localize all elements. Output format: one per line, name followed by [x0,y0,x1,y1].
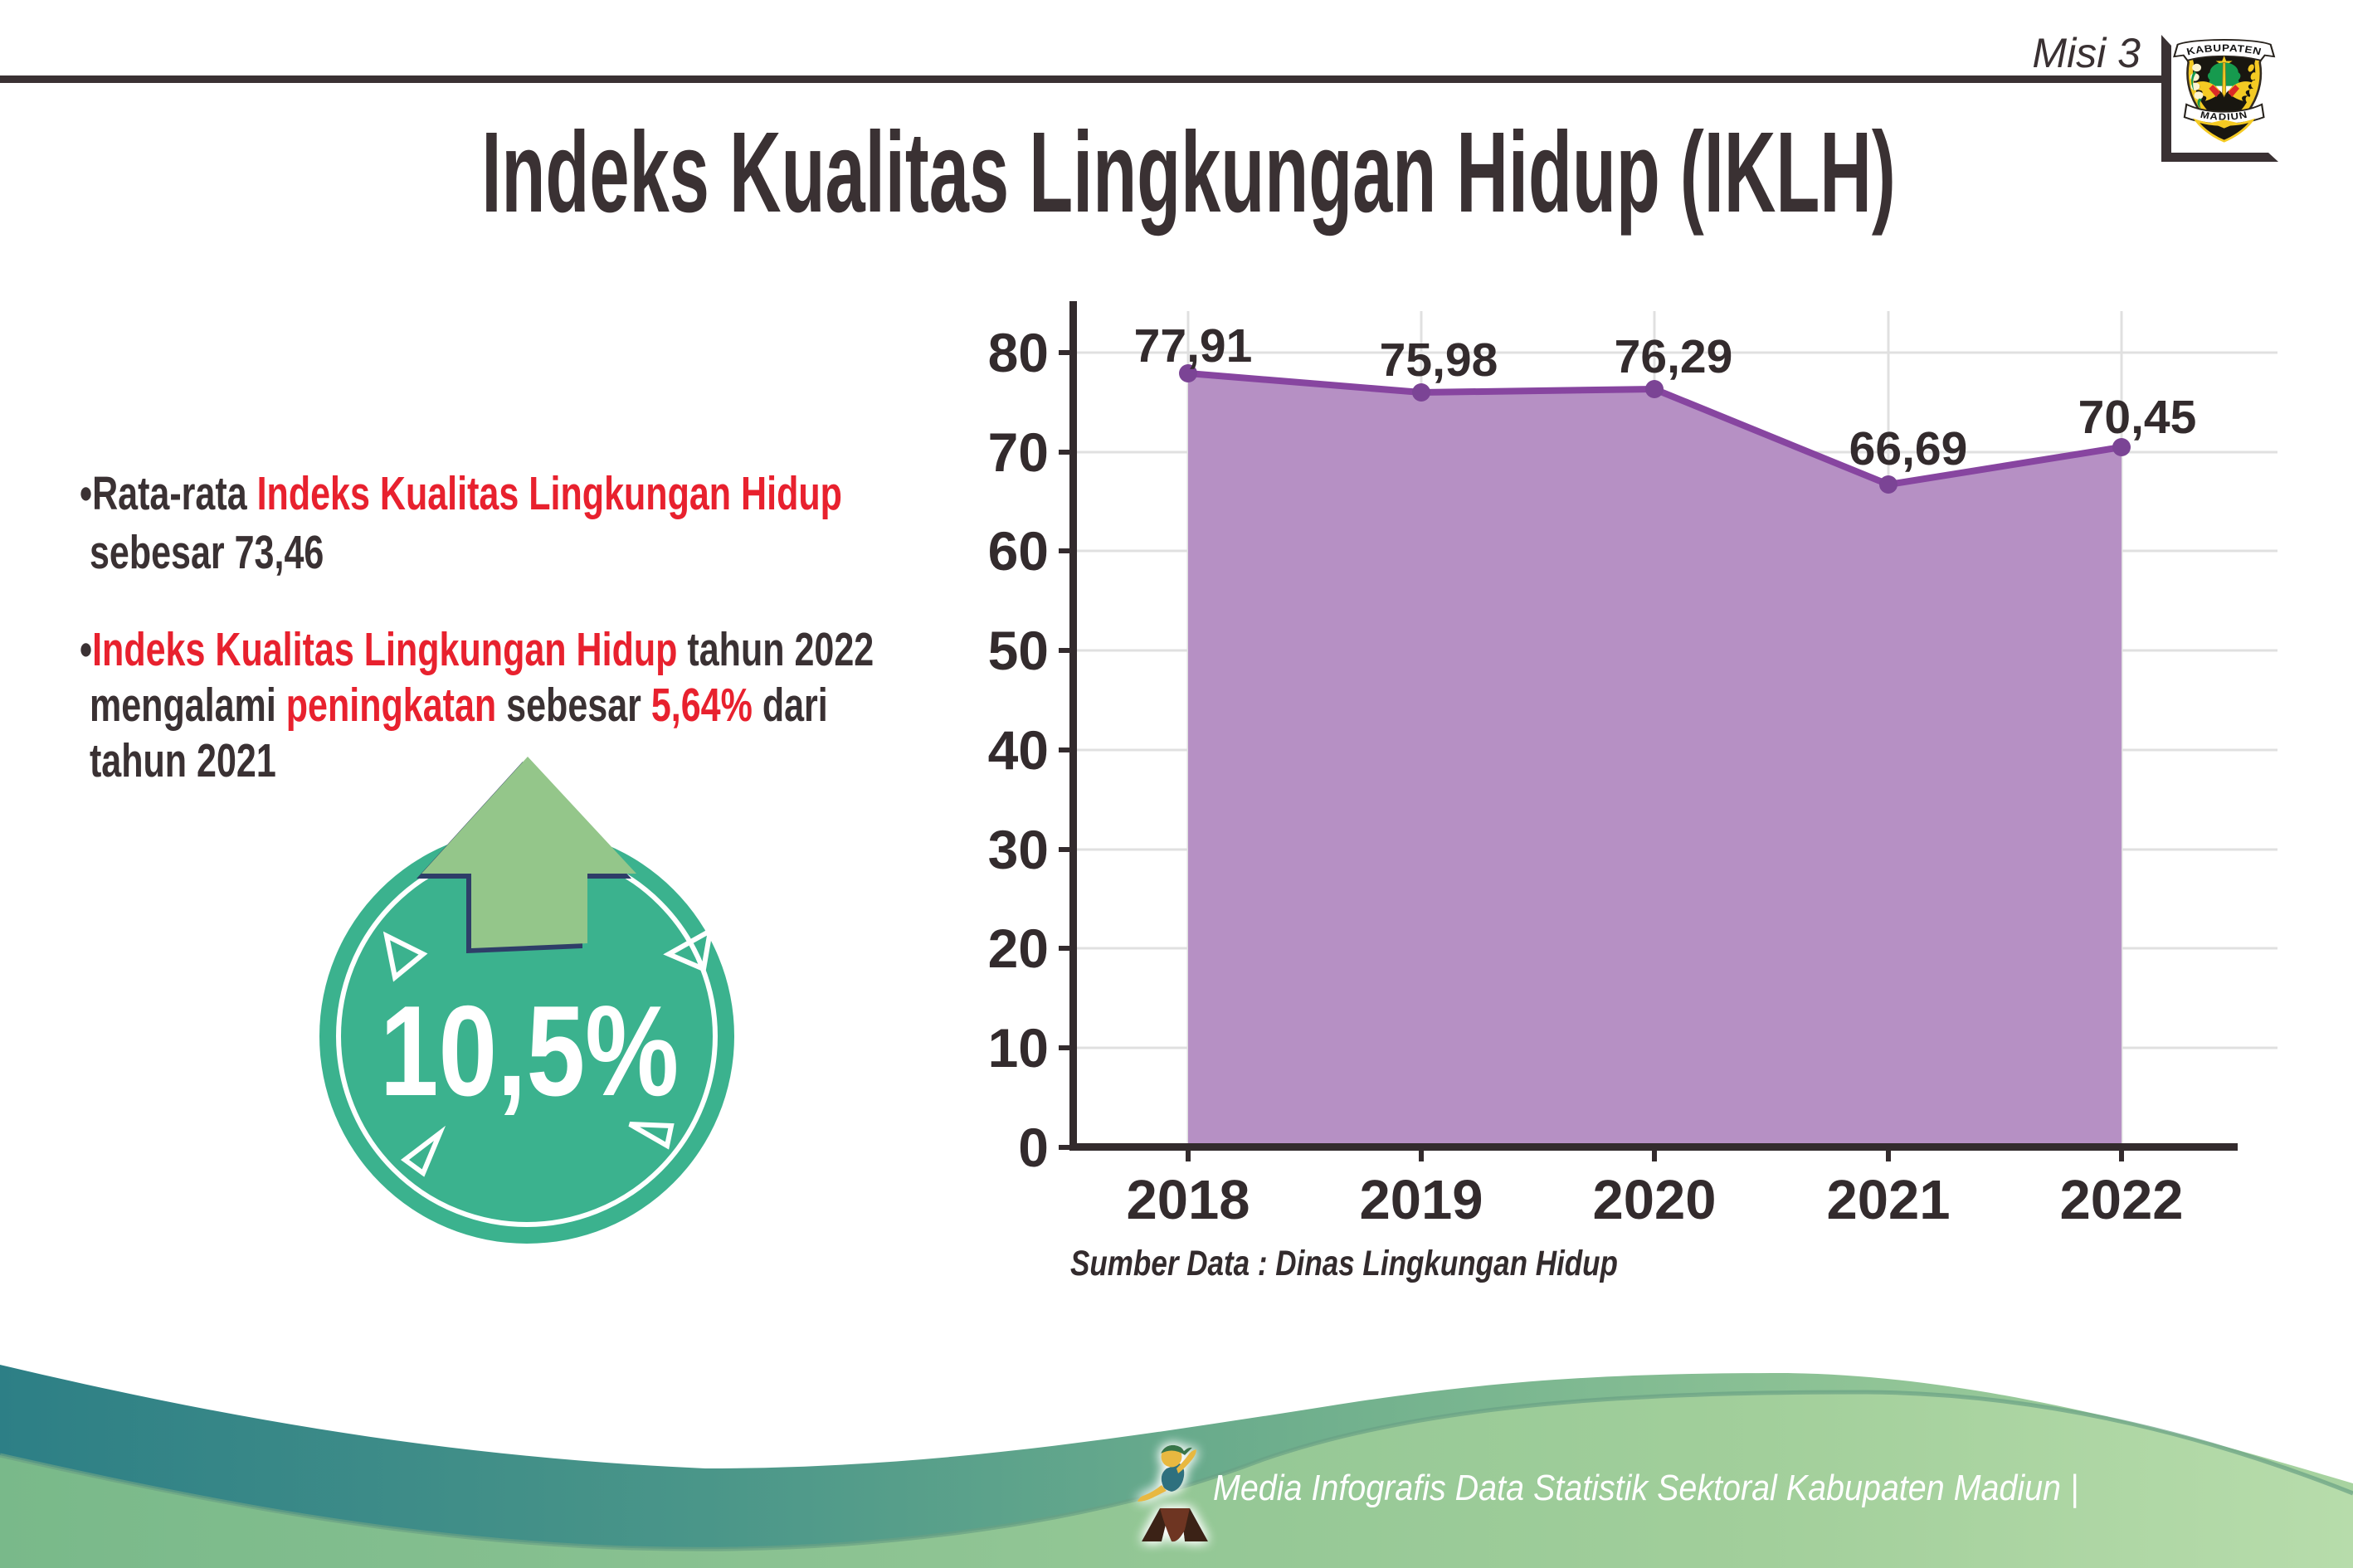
svg-text:2019: 2019 [1359,1169,1483,1231]
svg-text:10: 10 [988,1017,1049,1079]
svg-text:66,69: 66,69 [1849,422,1968,475]
svg-text:77,91: 77,91 [1134,319,1253,373]
svg-text:30: 30 [988,819,1049,880]
svg-text:70: 70 [988,421,1049,483]
svg-text:Media Infografis Data Statisti: Media Infografis Data Statistik Sektoral… [1213,1467,2078,1509]
svg-text:80: 80 [988,322,1049,383]
svg-text:76,29: 76,29 [1615,330,1733,383]
svg-text:60: 60 [988,520,1049,582]
svg-text:2020: 2020 [1592,1169,1716,1231]
svg-text:0: 0 [1018,1117,1049,1178]
svg-text:2021: 2021 [1826,1169,1950,1231]
svg-text:2018: 2018 [1126,1169,1250,1231]
svg-text:50: 50 [988,620,1049,681]
svg-text:2022: 2022 [2059,1169,2183,1231]
svg-text:70,45: 70,45 [2078,391,2197,444]
svg-text:KABUPATEN: KABUPATEN [2185,42,2263,58]
svg-text:40: 40 [988,719,1049,781]
svg-text:10,5%: 10,5% [380,980,679,1123]
svg-text:20: 20 [988,918,1049,979]
svg-text:75,98: 75,98 [1380,334,1498,387]
svg-text:MADIUN: MADIUN [2200,110,2249,123]
svg-text:Sumber Data : Dinas Lingkungan: Sumber Data : Dinas Lingkungan Hidup [1070,1244,1618,1283]
